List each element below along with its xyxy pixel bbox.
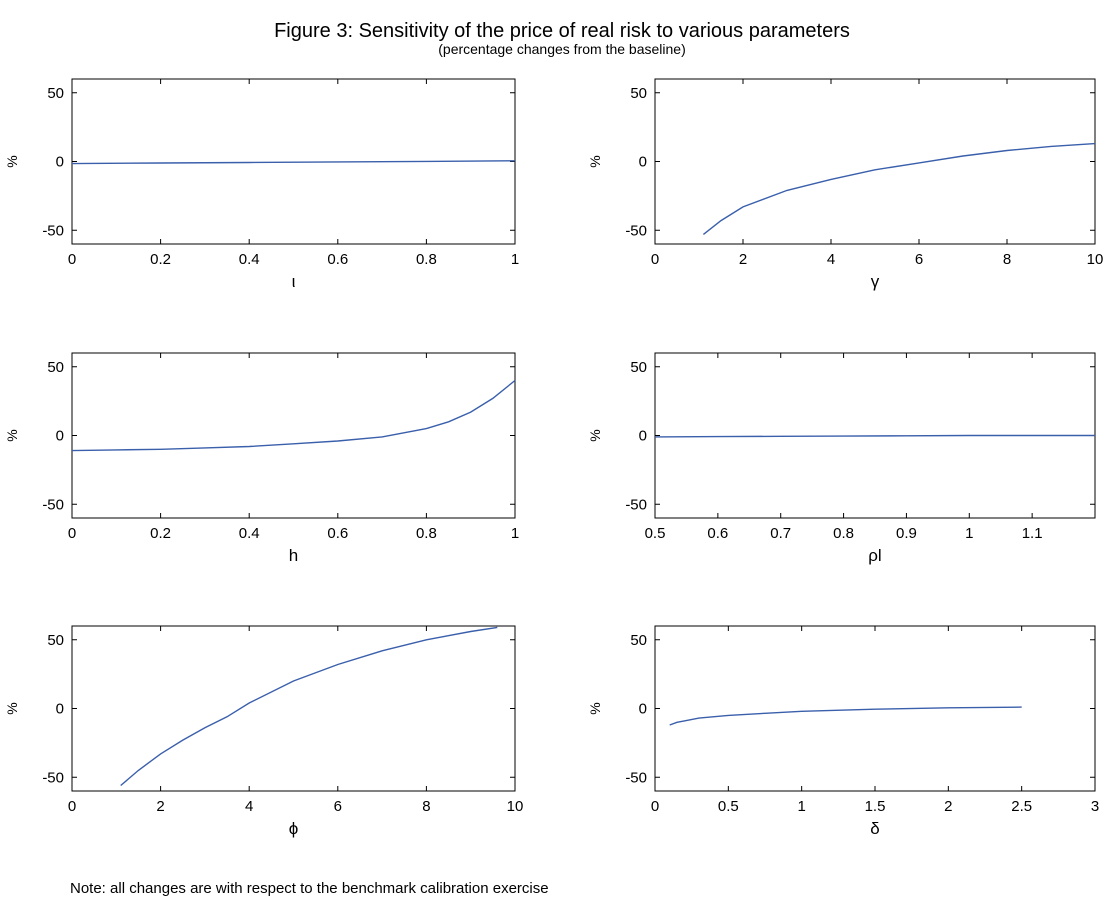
- figure-title: Figure 3: Sensitivity of the price of re…: [274, 20, 850, 42]
- x-tick-label: 0.8: [416, 251, 437, 268]
- x-tick-label: 4: [245, 798, 253, 815]
- y-tick-label: 50: [630, 85, 647, 102]
- x-tick-label: 1.5: [865, 798, 886, 815]
- x-tick-label: 0.2: [150, 251, 171, 268]
- plot-frame: [654, 78, 1096, 245]
- y-tick-label: -50: [42, 496, 64, 513]
- series-line-1: [71, 160, 516, 165]
- y-tick-label: 0: [639, 428, 647, 445]
- y-axis-label: %: [587, 155, 603, 167]
- y-tick-label: -50: [42, 769, 64, 786]
- y-axis-label: %: [587, 429, 603, 441]
- y-tick-label: 50: [47, 85, 64, 102]
- x-tick-label: 0: [651, 798, 659, 815]
- x-tick-label: 0.2: [150, 525, 171, 542]
- x-axis-label: ι: [292, 272, 296, 291]
- x-tick-label: 0.8: [416, 525, 437, 542]
- x-axis-label: γ: [871, 272, 880, 291]
- x-tick-label: 4: [827, 251, 835, 268]
- figure-note: Note: all changes are with respect to th…: [70, 880, 549, 897]
- plot-frame: [71, 352, 516, 519]
- x-tick-label: 0.9: [896, 525, 917, 542]
- series-line-1: [702, 142, 1096, 235]
- x-tick-label: 0: [651, 251, 659, 268]
- y-axis-label: %: [4, 702, 20, 714]
- x-tick-label: 0: [68, 525, 76, 542]
- chart-panel-4: 0.5 0.6 0.7 0.8 0.9 1 1.1 -50 0 50% ρl: [587, 352, 1096, 565]
- x-tick-label: 2: [944, 798, 952, 815]
- y-axis-label: %: [587, 702, 603, 714]
- x-tick-label: 0.6: [707, 525, 728, 542]
- x-tick-label: 1: [797, 798, 805, 815]
- x-axis-label: δ: [870, 819, 879, 838]
- y-tick-label: -50: [625, 222, 647, 239]
- x-tick-label: 0: [68, 251, 76, 268]
- y-tick-label: 0: [56, 428, 64, 445]
- x-tick-label: 0.4: [239, 251, 260, 268]
- y-tick-label: 50: [47, 359, 64, 376]
- y-tick-label: 50: [47, 632, 64, 649]
- x-axis-label: h: [289, 546, 298, 565]
- x-tick-label: 0: [68, 798, 76, 815]
- x-tick-label: 1: [511, 251, 519, 268]
- x-tick-label: 0.6: [327, 525, 348, 542]
- x-tick-label: 1.1: [1022, 525, 1043, 542]
- x-tick-label: 0.8: [833, 525, 854, 542]
- y-tick-label: -50: [625, 496, 647, 513]
- x-tick-label: 8: [1003, 251, 1011, 268]
- y-tick-label: 50: [630, 359, 647, 376]
- y-axis-label: %: [4, 429, 20, 441]
- y-tick-label: 0: [639, 701, 647, 718]
- x-tick-label: 3: [1091, 798, 1099, 815]
- series-line-1: [669, 706, 1022, 726]
- y-tick-label: 0: [639, 154, 647, 171]
- x-tick-label: 6: [334, 798, 342, 815]
- y-tick-label: 0: [56, 701, 64, 718]
- y-tick-label: -50: [625, 769, 647, 786]
- x-tick-label: 0.4: [239, 525, 260, 542]
- y-tick-label: 50: [630, 632, 647, 649]
- x-tick-label: 10: [507, 798, 524, 815]
- y-axis-label: %: [4, 155, 20, 167]
- x-tick-label: 6: [915, 251, 923, 268]
- x-tick-label: 2: [739, 251, 747, 268]
- x-tick-label: 1: [965, 525, 973, 542]
- x-tick-label: 0.6: [327, 251, 348, 268]
- y-tick-label: -50: [42, 222, 64, 239]
- x-tick-label: 0.7: [770, 525, 791, 542]
- x-tick-label: 2: [156, 798, 164, 815]
- plot-frame: [71, 625, 516, 792]
- series-line-1: [120, 626, 498, 787]
- x-axis-label: ρl: [868, 546, 881, 565]
- x-tick-label: 8: [422, 798, 430, 815]
- y-tick-label: 0: [56, 154, 64, 171]
- series-line-1: [654, 434, 1095, 438]
- x-tick-label: 1: [511, 525, 519, 542]
- x-tick-label: 0.5: [718, 798, 739, 815]
- figure-subtitle: (percentage changes from the baseline): [438, 41, 685, 57]
- x-tick-label: 10: [1087, 251, 1104, 268]
- x-axis-label: ϕ: [289, 819, 299, 838]
- x-tick-label: 2.5: [1011, 798, 1032, 815]
- series-line-1: [71, 379, 516, 452]
- x-tick-label: 0.5: [645, 525, 666, 542]
